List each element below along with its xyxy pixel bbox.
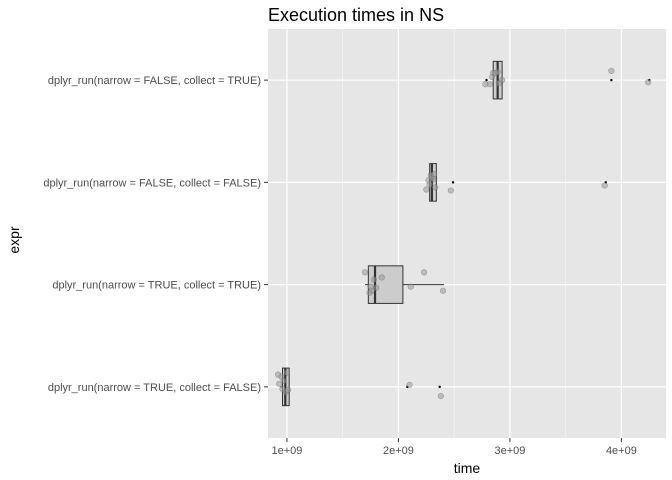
jitter-point [420, 269, 428, 276]
jitter-point [601, 182, 608, 189]
jitter-point [492, 69, 499, 77]
outlier [438, 385, 441, 389]
jitter-point [645, 79, 652, 86]
jitter-point [447, 187, 454, 194]
jitter-point [431, 171, 438, 178]
jitter-point [283, 369, 291, 376]
y-axis-title: expr [6, 226, 22, 254]
x-tick-label: 4e+09 [606, 445, 637, 457]
chart-title: Execution times in NS [268, 5, 444, 25]
x-tick-label: 3e+09 [494, 445, 525, 457]
y-tick-label: dplyr_run(narrow = TRUE, collect = FALSE… [48, 382, 261, 394]
x-axis: 1e+09 2e+09 3e+09 4e+09 [271, 438, 637, 457]
jitter-point [378, 274, 385, 281]
jitter-point [608, 67, 615, 75]
jitter-point [406, 381, 413, 388]
boxes [274, 60, 652, 407]
plot-panel [268, 29, 666, 438]
jitter-point [439, 287, 447, 294]
box-group [274, 367, 444, 407]
outlier [451, 181, 455, 184]
jitter-point [426, 181, 433, 188]
y-tick-label: dplyr_run(narrow = FALSE, collect = TRUE… [48, 75, 261, 87]
x-tick-label: 1e+09 [271, 445, 302, 457]
jitter-point [361, 269, 369, 276]
y-axis: dplyr_run(narrow = TRUE, collect = FALSE… [43, 75, 268, 394]
jitter-point [482, 81, 489, 88]
jitter-point [280, 377, 287, 384]
box-group [423, 163, 608, 202]
x-tick-label: 2e+09 [383, 445, 414, 457]
jitter-point [370, 276, 378, 283]
box [367, 265, 404, 304]
jitter-point [407, 283, 414, 290]
jitter-point [284, 386, 292, 394]
grid-lines [268, 29, 666, 438]
box-group [482, 60, 652, 100]
jitter-point [437, 392, 444, 400]
jitter-point [366, 289, 373, 296]
box-group [361, 265, 447, 304]
x-axis-title: time [454, 460, 481, 476]
jitter-point [373, 284, 380, 291]
jitter-point [432, 184, 439, 191]
y-tick-label: dplyr_run(narrow = FALSE, collect = FALS… [43, 177, 261, 189]
outlier [610, 78, 613, 82]
jitter-point [488, 73, 496, 81]
jitter-point [276, 380, 283, 387]
outlier [485, 78, 488, 82]
y-tick-label: dplyr_run(narrow = TRUE, collect = TRUE) [52, 280, 261, 292]
jitter-point [423, 186, 430, 193]
jitter-point [495, 80, 502, 87]
